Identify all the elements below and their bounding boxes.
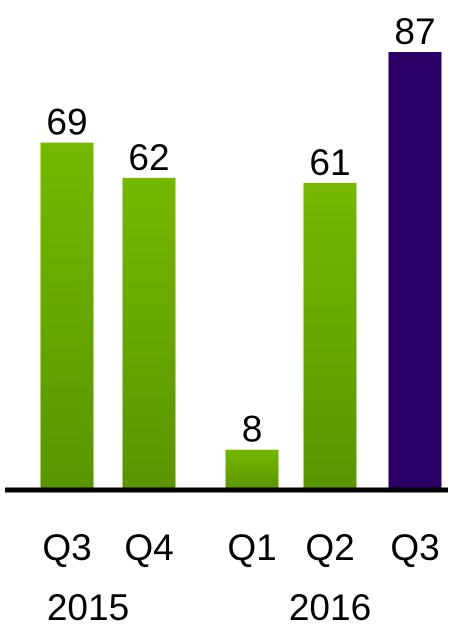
bar-3 — [225, 449, 279, 490]
value-label-4: 61 — [309, 142, 350, 183]
value-label-3: 8 — [242, 409, 263, 450]
bar-1 — [40, 142, 94, 490]
x-group-label-2015: 2015 — [47, 587, 129, 628]
x-group-labels: 2015 2016 — [47, 587, 371, 628]
x-tick-label-1: Q3 — [42, 527, 91, 568]
bar-5 — [388, 52, 442, 490]
bar-4 — [303, 182, 357, 490]
value-label-1: 69 — [46, 102, 87, 143]
x-tick-label-2: Q4 — [124, 527, 173, 568]
x-tick-label-5: Q3 — [390, 527, 439, 568]
x-tick-label-4: Q2 — [305, 527, 354, 568]
value-labels: 69 62 8 61 87 — [46, 11, 435, 450]
x-group-label-2016: 2016 — [289, 587, 371, 628]
x-tick-label-3: Q1 — [227, 527, 276, 568]
bars — [40, 52, 442, 491]
bar-2 — [122, 177, 176, 491]
value-label-2: 62 — [128, 137, 169, 178]
x-tick-labels: Q3 Q4 Q1 Q2 Q3 — [42, 527, 439, 568]
value-label-5: 87 — [394, 11, 435, 52]
